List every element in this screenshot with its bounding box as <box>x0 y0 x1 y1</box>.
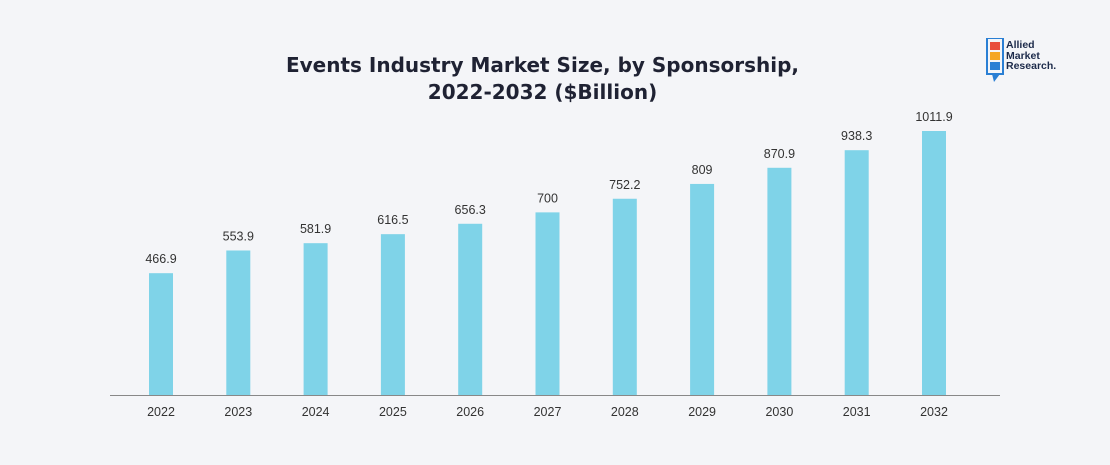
data-label-2030: 870.9 <box>764 147 795 161</box>
bar-2029 <box>690 183 715 395</box>
data-label-2031: 938.3 <box>841 129 872 143</box>
x-tick-label-2031: 2031 <box>843 405 871 419</box>
bar-2023 <box>226 250 251 395</box>
bar-2030 <box>767 167 792 395</box>
data-label-2025: 616.5 <box>377 213 408 227</box>
x-tick-label-2023: 2023 <box>224 405 252 419</box>
logo-text-line1: Allied <box>1006 39 1035 51</box>
data-label-2029: 809 <box>692 163 713 177</box>
data-label-2026: 656.3 <box>455 203 486 217</box>
data-label-2022: 466.9 <box>145 252 176 266</box>
chart-title: Events Industry Market Size, by Sponsors… <box>0 52 1085 106</box>
bar-2025 <box>380 234 405 395</box>
data-label-2024: 581.9 <box>300 222 331 236</box>
data-label-2028: 752.2 <box>609 178 640 192</box>
data-label-2027: 700 <box>537 191 558 205</box>
chart-title-line1: Events Industry Market Size, by Sponsors… <box>285 53 800 77</box>
logo-mark-icon <box>986 37 1004 82</box>
bar-2031 <box>844 150 869 395</box>
logo-text-line2: Market <box>1006 49 1040 62</box>
bar-2028 <box>612 198 637 395</box>
brand-logo: Allied Market Research. <box>986 37 1096 86</box>
bar-2026 <box>458 223 483 395</box>
x-tick-labels: 2022 2023 2024 2025 2026 2027 2028 2029 2030 2031… <box>147 405 948 419</box>
x-tick-label-2030: 2030 <box>765 405 793 419</box>
bar-2032 <box>922 131 946 395</box>
bar-2022 <box>149 273 173 395</box>
x-tick-label-2029: 2029 <box>688 405 716 419</box>
x-tick-label-2028: 2028 <box>611 405 639 419</box>
x-tick-label-2025: 2025 <box>379 405 407 419</box>
logo-text-line3: Research. <box>1006 60 1057 72</box>
x-tick-label-2032: 2032 <box>920 405 948 419</box>
chart-title-line2: 2022-2032 ($Billion) <box>427 80 658 104</box>
x-tick-label-2022: 2022 <box>147 405 175 419</box>
data-label-2032: 1011.9 <box>915 110 952 124</box>
x-tick-label-2026: 2026 <box>456 405 484 419</box>
x-tick-label-2027: 2027 <box>534 405 562 419</box>
bars-layer <box>149 131 946 395</box>
bar-2027 <box>535 212 560 395</box>
logo-text: Allied Market Research. <box>1006 40 1056 72</box>
data-label-2023: 553.9 <box>223 229 254 243</box>
bar-2024 <box>303 243 328 395</box>
x-tick-label-2024: 2024 <box>302 405 330 419</box>
data-labels: 466.9 553.9 581.9 616.5 656.3 700 752.2 809 870.… <box>145 110 952 266</box>
